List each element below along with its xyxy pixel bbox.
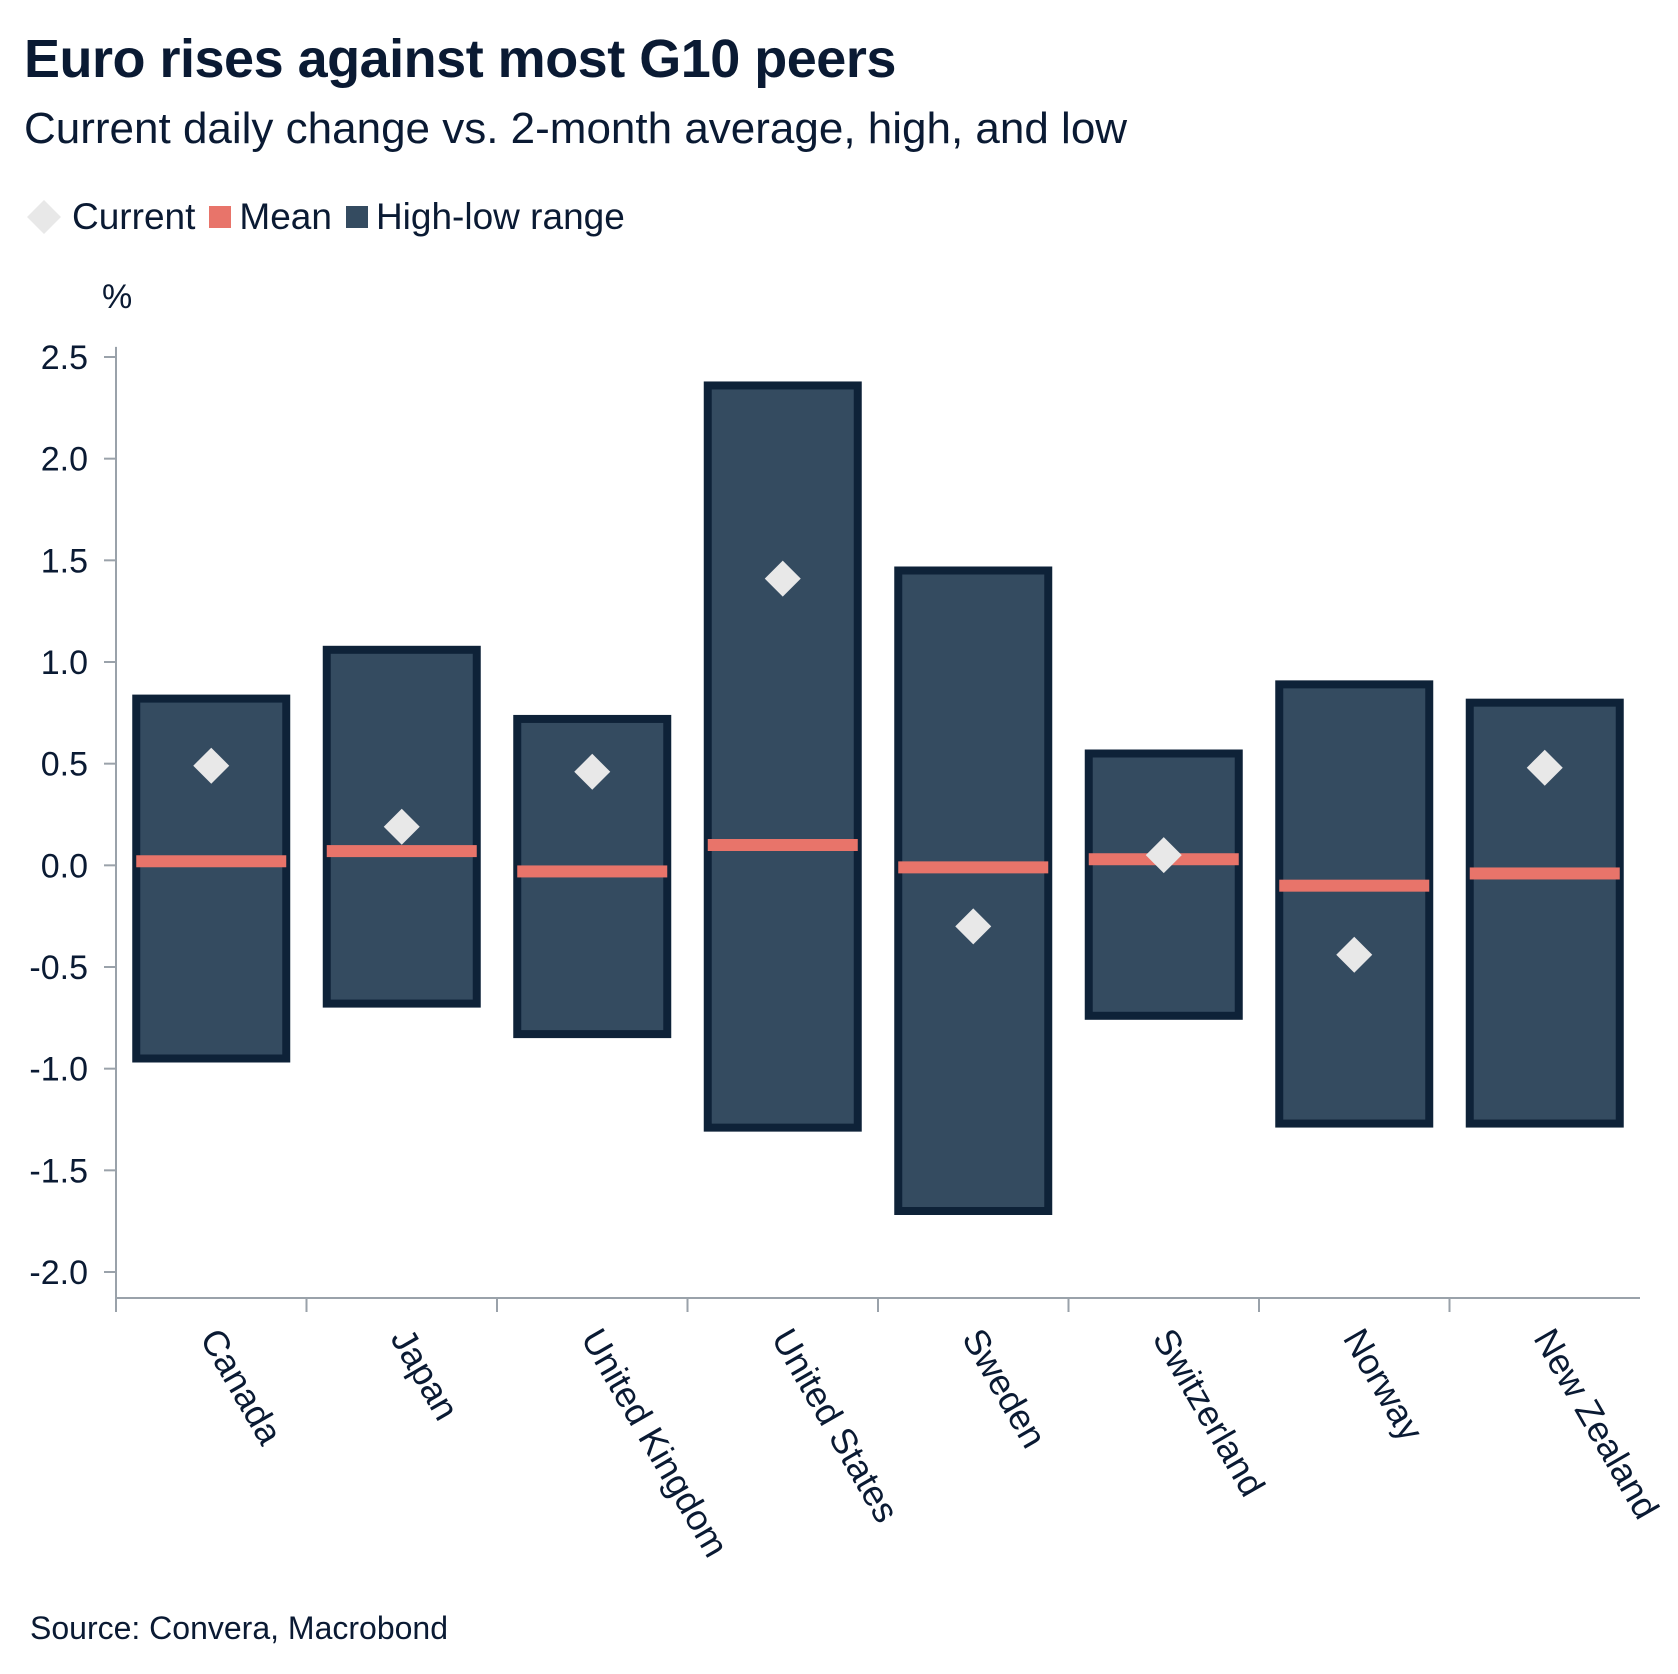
mean-marker-united-kingdom xyxy=(517,865,668,878)
legend-mean-label: Mean xyxy=(239,196,332,237)
source-note: Source: Convera, Macrobond xyxy=(30,1610,448,1646)
current-marker-japan xyxy=(383,808,420,845)
current-marker-united-states xyxy=(764,560,801,597)
y-tick-label: -0.5 xyxy=(29,949,88,987)
mean-marker-united-states xyxy=(707,839,858,851)
chart-title: Euro rises against most G10 peers xyxy=(24,29,896,89)
current-marker-switzerland xyxy=(1145,837,1182,874)
x-category-label: New Zealand xyxy=(1526,1322,1668,1526)
mean-marker-new-zealand xyxy=(1469,867,1620,880)
y-tick-label: 2.5 xyxy=(41,339,88,377)
mean-marker-norway xyxy=(1279,879,1430,892)
current-marker-canada xyxy=(193,747,230,784)
mean-square-icon xyxy=(209,206,232,228)
range-bar-sweden xyxy=(894,566,1053,1215)
y-tick-label: -1.0 xyxy=(29,1051,88,1089)
range-square-icon xyxy=(345,206,368,228)
legend-range-label: High-low range xyxy=(375,196,625,237)
y-axis-unit-label: % xyxy=(102,278,132,316)
legend-current-label: Current xyxy=(72,196,196,237)
legend-item-range: High-low range xyxy=(345,196,625,238)
y-tick-label: 2.0 xyxy=(41,441,88,479)
y-tick-label: 0.5 xyxy=(41,746,88,784)
x-category-label: Canada xyxy=(192,1322,291,1453)
y-tick-label: -2.0 xyxy=(29,1254,88,1292)
x-category-label: United Kingdom xyxy=(573,1322,737,1564)
mean-marker-japan xyxy=(326,845,477,858)
range-bar-switzerland xyxy=(1084,749,1243,1020)
x-category-label: Norway xyxy=(1335,1322,1432,1448)
y-tick-label: -1.5 xyxy=(29,1152,88,1190)
mean-marker-canada xyxy=(136,855,287,868)
current-marker-new-zealand xyxy=(1526,749,1563,786)
y-tick-label: 1.5 xyxy=(41,542,88,580)
y-tick-label: 0.0 xyxy=(41,847,88,885)
x-category-label: United States xyxy=(764,1322,908,1530)
current-marker-norway xyxy=(1336,936,1373,973)
legend: Current Mean High-low range xyxy=(26,192,639,242)
x-category-label: Switzerland xyxy=(1145,1322,1274,1504)
range-bar-norway xyxy=(1275,680,1434,1128)
range-bar-united-states xyxy=(703,381,862,1132)
y-tick-label: 1.0 xyxy=(41,644,88,682)
x-category-label: Sweden xyxy=(954,1322,1055,1455)
x-category-label: Japan xyxy=(383,1322,468,1427)
current-marker-united-kingdom xyxy=(574,753,611,790)
legend-item-mean: Mean xyxy=(209,196,332,238)
mean-marker-sweden xyxy=(898,861,1049,874)
legend-item-current: Current xyxy=(26,196,195,238)
chart-subtitle: Current daily change vs. 2-month average… xyxy=(24,104,1128,153)
current-marker-sweden xyxy=(955,908,992,945)
